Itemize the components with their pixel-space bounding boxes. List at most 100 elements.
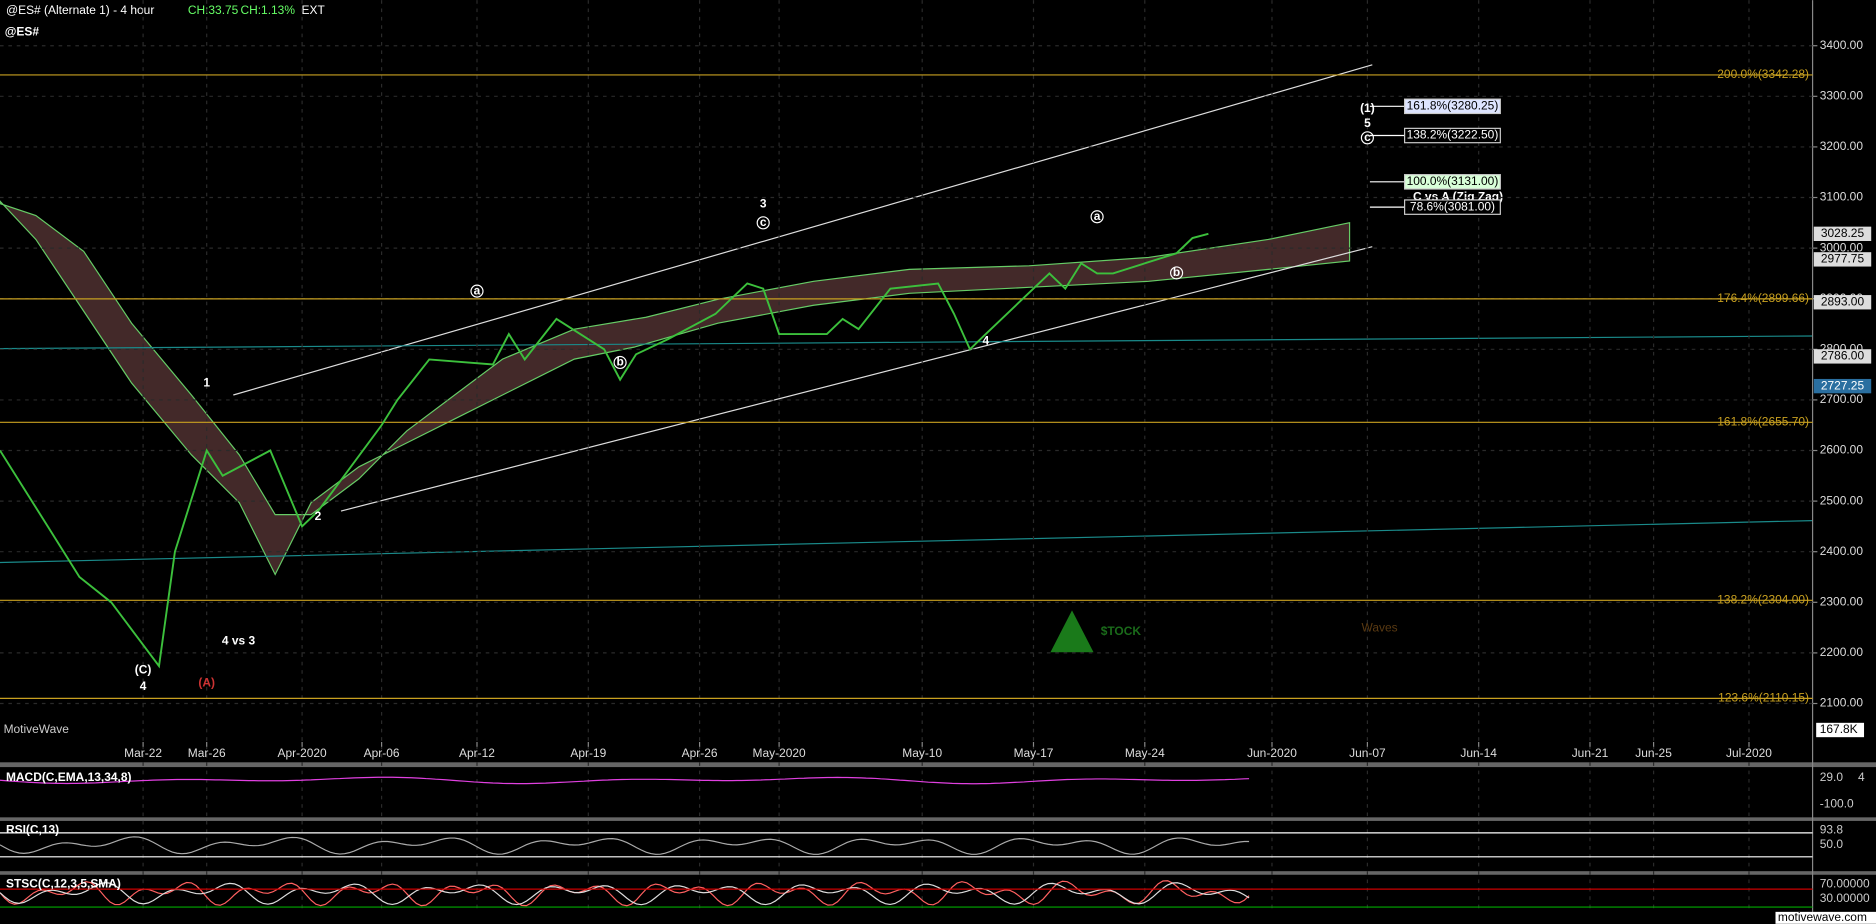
channel-line	[340, 246, 1373, 512]
wave-label: b	[616, 355, 623, 369]
wave-circle	[756, 216, 770, 230]
price-box	[1813, 252, 1872, 267]
header-session: EXT	[302, 3, 326, 17]
fib-level-label: 138.2%(2304.00)	[1717, 592, 1809, 606]
y-tick-label: 2600.00	[1820, 443, 1864, 457]
logo-left: $TOCK	[1101, 624, 1142, 638]
target-label: 100.0%(3131.00)	[1407, 174, 1499, 188]
x-tick-label: Apr-26	[682, 746, 718, 760]
wave-label: 5	[1364, 116, 1371, 130]
wave-label: 4 vs 3	[222, 633, 256, 647]
price-label: 2786.00	[1821, 349, 1865, 363]
wave-label: (1)	[1360, 101, 1375, 115]
y-tick-label: 3100.00	[1820, 190, 1864, 204]
x-tick-label: May-24	[1125, 746, 1165, 760]
wave-label: c	[1364, 130, 1371, 144]
wave-label: 1	[203, 375, 210, 389]
x-tick-label: Apr-06	[364, 746, 400, 760]
fib-level-label: 200.0%(3342.28)	[1717, 67, 1809, 81]
cloud	[0, 200, 1351, 576]
wave-circle	[613, 355, 627, 370]
target-box	[1404, 127, 1501, 144]
price-box	[1813, 226, 1872, 241]
volume-box	[1816, 722, 1865, 738]
x-tick-label: May-10	[902, 746, 942, 760]
target-label: 78.6%(3081.00)	[1410, 199, 1495, 213]
wave-label: a	[1094, 209, 1101, 223]
y-tick-label: 3300.00	[1820, 88, 1864, 102]
x-tick-label: Mar-26	[188, 746, 226, 760]
price-box	[1813, 349, 1872, 364]
fib-level-label: 123.6%(2110.15)	[1718, 691, 1809, 705]
x-tick-label: Jun-07	[1349, 746, 1386, 760]
pane-label: 4	[1858, 770, 1865, 784]
y-tick-label: 3200.00	[1820, 139, 1864, 153]
pane-title: RSI(C,13)	[6, 823, 59, 837]
stsc-line	[0, 880, 1250, 907]
price-label: 2977.75	[1821, 252, 1865, 266]
channel-line	[233, 64, 1373, 396]
logo-right: Waves	[1362, 620, 1398, 634]
wave-label: c	[760, 215, 767, 229]
footer: motivewave.com	[1778, 910, 1867, 924]
price-box	[1813, 295, 1872, 310]
wave-label: (C)	[135, 662, 152, 676]
x-tick-label: Jun-2020	[1247, 746, 1297, 760]
wave-circle	[1360, 131, 1374, 145]
x-tick-label: Apr-19	[570, 746, 606, 760]
x-tick-label: Apr-12	[459, 746, 495, 760]
y-tick-label: 2500.00	[1820, 493, 1864, 507]
wave-label: 3	[760, 197, 767, 211]
wave-label: (A)	[198, 675, 215, 689]
price-box	[1813, 378, 1872, 394]
y-tick-label: 2100.00	[1820, 696, 1864, 710]
pane-title: MACD(C,EMA,13,34,8)	[6, 770, 132, 784]
volume-label: 167.8K	[1820, 722, 1858, 736]
target-box	[1404, 174, 1501, 190]
footer-box	[1775, 911, 1876, 924]
price-label: 3028.25	[1821, 226, 1865, 240]
x-tick-label: May-2020	[753, 746, 807, 760]
price-line	[0, 232, 1209, 669]
y-tick-label: 3000.00	[1820, 240, 1864, 254]
logo-triangle	[1050, 610, 1094, 653]
x-tick-label: Jun-14	[1460, 746, 1497, 760]
pane-label: -100.0	[1820, 796, 1854, 810]
pane-label: 50.0	[1820, 837, 1844, 851]
header-subtitle: @ES# (Alternate 1) - 4 hour	[6, 3, 154, 17]
wave-label: 4	[982, 333, 989, 347]
wave-label: b	[1173, 265, 1180, 279]
x-tick-label: Mar-22	[124, 746, 162, 760]
target-box	[1404, 199, 1501, 215]
pane-label: 93.8	[1820, 823, 1844, 837]
price-label: 2893.00	[1821, 294, 1865, 308]
target-label: 161.8%(3280.25)	[1407, 98, 1499, 112]
macd-line	[0, 776, 1250, 785]
y-tick-label: 2700.00	[1820, 392, 1864, 406]
header-change: CH:33.75	[188, 3, 239, 17]
pane-separator	[0, 762, 1876, 768]
x-tick-label: Apr-2020	[278, 746, 328, 760]
y-tick-label: 2200.00	[1820, 645, 1864, 659]
wave-circle	[1170, 266, 1184, 280]
rsi-line	[0, 836, 1250, 855]
pane-title: STSC(C,12,3,5,SMA)	[6, 876, 121, 890]
y-tick-label: 3400.00	[1820, 38, 1864, 52]
x-tick-label: Jun-21	[1572, 746, 1609, 760]
x-tick-label: Jun-25	[1635, 746, 1672, 760]
x-tick-label: Jul-2020	[1726, 746, 1772, 760]
wave-label: a	[474, 283, 481, 297]
stsc-signal	[0, 882, 1250, 906]
x-tick-label: May-17	[1014, 746, 1054, 760]
wave-label: 2	[315, 509, 322, 523]
pane-separator	[0, 817, 1876, 821]
wave-circle	[470, 284, 484, 298]
target-label: 138.2%(3222.50)	[1407, 128, 1499, 142]
fib-level-label: 161.8%(2655.70)	[1717, 414, 1809, 428]
wave-circle	[1090, 210, 1104, 224]
target-box	[1404, 98, 1501, 115]
wave-label: 4	[140, 679, 147, 693]
